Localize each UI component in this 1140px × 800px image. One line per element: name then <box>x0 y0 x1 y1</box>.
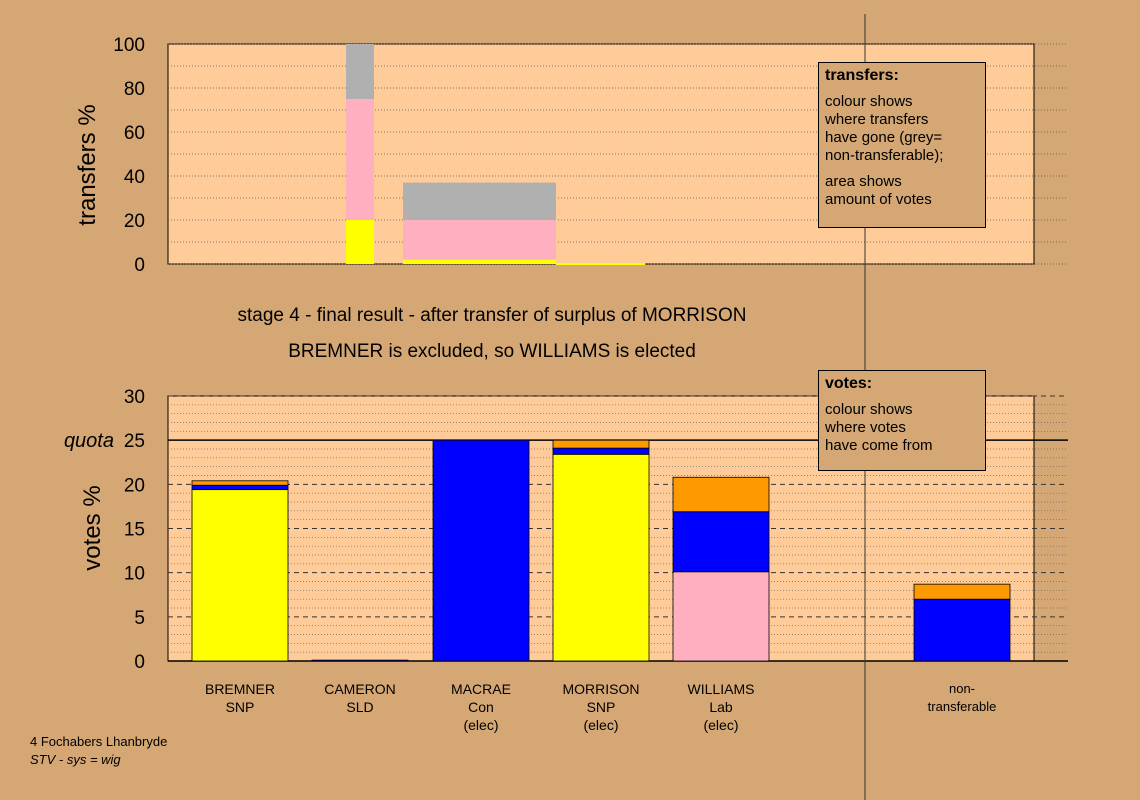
candidate-party: SNP <box>225 699 255 715</box>
transfers-legend-line: have gone (grey= <box>825 129 943 146</box>
footer-system: STV - sys = wig <box>30 752 121 767</box>
candidate-label-williams: WILLIAMS Lab (elec) <box>661 680 781 734</box>
candidate-status: (elec) <box>463 717 499 733</box>
candidate-label-cameron: CAMERON SLD <box>300 680 420 716</box>
bottom-y-tick-label: 30 <box>124 387 145 408</box>
votes-legend-line: have come from <box>825 437 933 454</box>
votes-legend-line: colour shows <box>825 401 913 418</box>
vote-bar-segment <box>672 511 770 573</box>
transfer-bar-segment <box>403 259 556 264</box>
candidate-party: Con <box>468 699 494 715</box>
vote-bar-segment <box>191 489 289 662</box>
candidate-party: SNP <box>586 699 616 715</box>
vote-bar-segment <box>913 598 1011 662</box>
transfers-legend-line: amount of votes <box>825 191 932 208</box>
vote-bar-segment <box>311 659 409 662</box>
footer-ward: 4 Fochabers Lhanbryde <box>30 734 168 749</box>
candidate-party: Lab <box>709 699 733 715</box>
candidate-label-morrison: MORRISON SNP (elec) <box>541 680 661 734</box>
bottom-y-axis-label: votes % <box>79 485 106 570</box>
bottom-y-axis: 0 5 10 15 20 25 30 quota <box>64 387 145 673</box>
transfer-bar-segment <box>403 182 556 220</box>
top-y-tick-label: 60 <box>124 123 145 144</box>
vote-bar-segment <box>432 439 530 662</box>
candidate-label-bremner: BREMNER SNP <box>180 680 300 716</box>
bottom-y-tick-label: 5 <box>134 608 145 629</box>
bottom-vote-bars <box>191 439 1011 662</box>
bottom-y-tick-label: 0 <box>134 652 145 673</box>
stage-subtitle: BREMNER is excluded, so WILLIAMS is elec… <box>288 341 696 362</box>
votes-legend-heading: votes: <box>825 375 873 392</box>
candidate-status: (elec) <box>583 717 619 733</box>
bottom-y-tick-label: 20 <box>124 475 145 496</box>
vote-bar-segment <box>672 476 770 513</box>
votes-legend: votes: colour shows where votes have com… <box>818 370 986 471</box>
candidate-name: MACRAE <box>451 681 511 697</box>
vote-bar-segment <box>552 439 650 449</box>
top-y-axis: 0 20 40 60 80 100 <box>113 35 145 276</box>
candidate-party: SLD <box>346 699 374 715</box>
transfers-legend-line: where transfers <box>825 111 929 128</box>
candidate-name: MORRISON <box>562 681 640 697</box>
top-y-axis-label: transfers % <box>74 104 101 225</box>
top-y-tick-label: 100 <box>113 35 145 56</box>
non-transferable-label-line2: transferable <box>927 699 997 714</box>
vote-bar-segment <box>552 453 650 662</box>
non-transferable-label: non- transferable <box>902 680 1022 716</box>
candidate-status: (elec) <box>703 717 739 733</box>
top-y-tick-label: 80 <box>124 79 145 100</box>
candidate-name: WILLIAMS <box>687 681 755 697</box>
top-y-tick-label: 0 <box>134 255 145 276</box>
transfer-bar-segment <box>346 220 374 264</box>
vote-bar-segment <box>191 484 289 491</box>
quota-label: quota <box>64 430 114 452</box>
vote-bar-segment <box>913 583 1011 600</box>
transfers-legend-line: non-transferable); <box>825 147 944 164</box>
transfer-bar-segment <box>346 44 374 99</box>
candidate-name: BREMNER <box>204 681 275 697</box>
top-transfer-bars <box>346 44 645 265</box>
transfers-legend-heading: transfers: <box>825 67 899 84</box>
top-y-tick-label: 20 <box>124 211 145 232</box>
transfer-bar-segment <box>346 99 374 220</box>
bottom-y-tick-label: 10 <box>124 564 145 585</box>
bottom-y-tick-label: 15 <box>124 520 145 541</box>
top-y-tick-label: 40 <box>124 167 145 188</box>
transfers-legend: transfers: colour shows where transfers … <box>818 62 986 228</box>
vote-bar-segment <box>672 571 770 662</box>
stage-title: stage 4 - final result - after transfer … <box>237 305 747 326</box>
transfers-legend-line: area shows <box>825 173 902 190</box>
candidate-name: CAMERON <box>324 681 396 697</box>
bottom-y-tick-label: 25 <box>124 431 145 452</box>
candidate-label-macrae: MACRAE Con (elec) <box>421 680 541 734</box>
votes-legend-line: where votes <box>825 419 906 436</box>
vote-bar-segment <box>191 480 289 486</box>
transfer-bar-segment <box>403 220 556 260</box>
transfers-legend-line: colour shows <box>825 93 913 110</box>
vote-bar-segment <box>552 447 650 455</box>
non-transferable-label-line1: non- <box>948 681 976 696</box>
